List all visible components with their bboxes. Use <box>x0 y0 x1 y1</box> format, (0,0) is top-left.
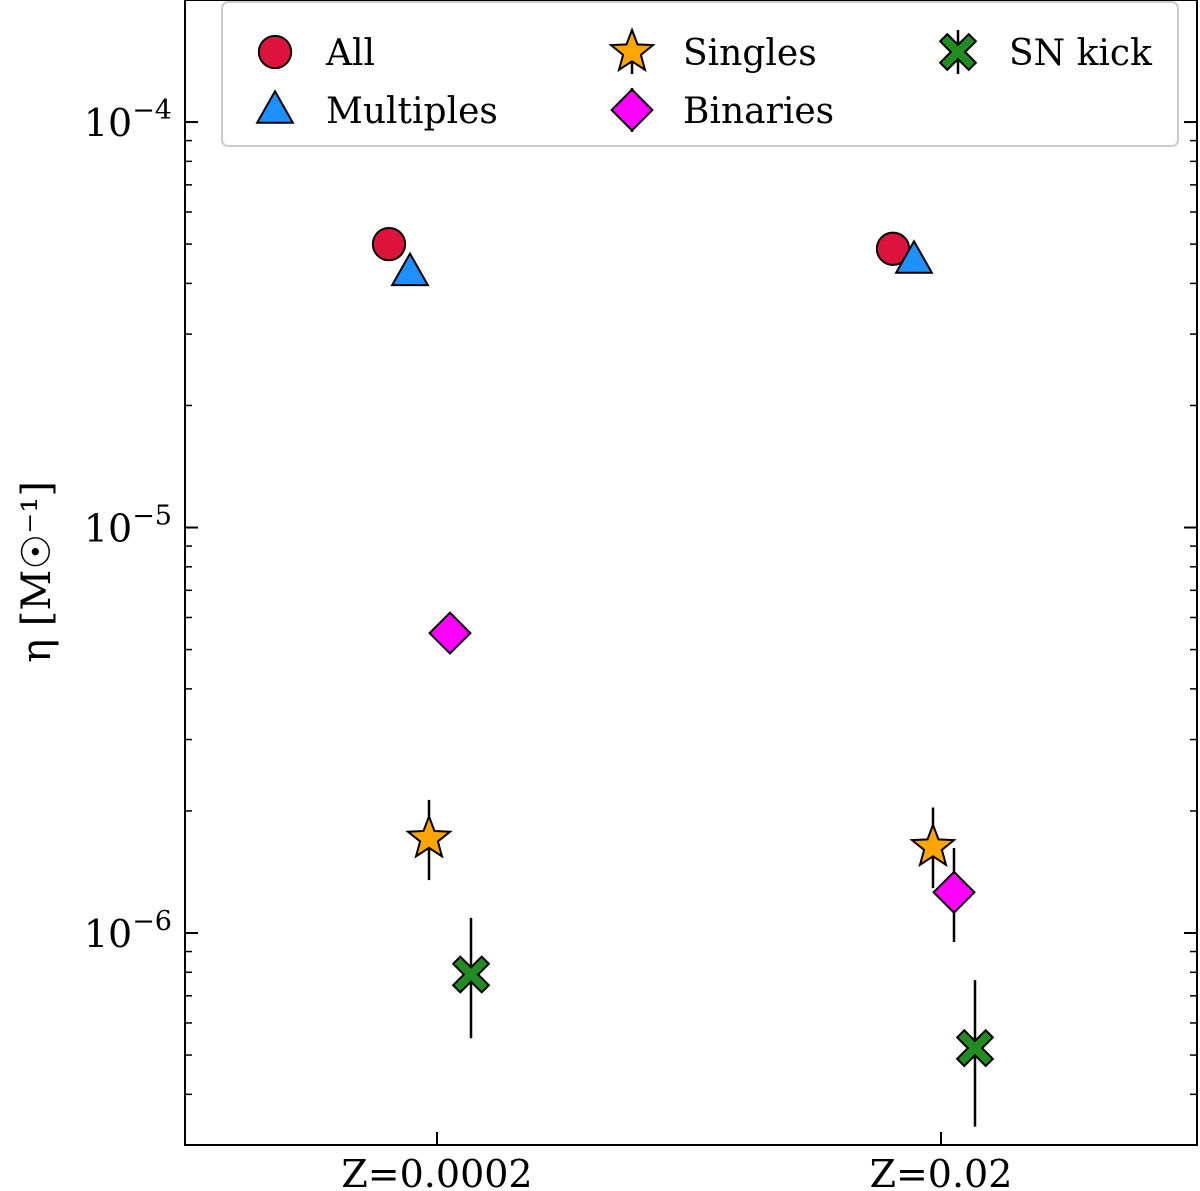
legend-label-sn-kick: SN kick <box>1009 33 1153 74</box>
y-ticks: 10−4 10−5 10−6 <box>84 95 1197 956</box>
x-tick-label: Z=0.0002 <box>341 1152 532 1191</box>
binaries-point <box>428 611 472 655</box>
singles-point <box>909 822 957 868</box>
legend-marker-multiples <box>255 89 295 124</box>
legend-label-all: All <box>325 33 375 74</box>
sn-kick-point <box>451 955 491 994</box>
sn-kick-point <box>955 1028 995 1068</box>
plot-frame <box>184 0 1198 1146</box>
y-tick-label: 10−6 <box>84 906 172 956</box>
legend-label-multiples: Multiples <box>326 91 498 132</box>
multiples-point <box>390 251 430 287</box>
minor-ticks <box>185 0 1197 1146</box>
singles-point <box>405 813 453 859</box>
legend-marker-all <box>257 34 293 70</box>
x-ticks: Z=0.0002 Z=0.02 <box>341 1132 1012 1191</box>
legend-label-singles: Singles <box>683 33 817 74</box>
legend-marker-singles <box>608 27 656 73</box>
legend-marker-sn-kick <box>938 32 978 72</box>
y-tick-label: 10−4 <box>84 95 172 145</box>
y-tick-label: 10−5 <box>84 501 172 551</box>
legend-marker-binaries <box>610 88 654 132</box>
y-axis-label: η [M☉⁻¹] <box>14 481 60 663</box>
multiples-point <box>894 239 934 274</box>
binaries-point <box>932 870 976 915</box>
data-points <box>371 226 995 1127</box>
legend: All Multiples Singles Binaries SN kick <box>221 1 1179 147</box>
x-tick-label: Z=0.02 <box>870 1152 1013 1191</box>
all-point <box>371 226 407 262</box>
legend-label-binaries: Binaries <box>683 91 834 132</box>
legend-box <box>221 1 1179 147</box>
